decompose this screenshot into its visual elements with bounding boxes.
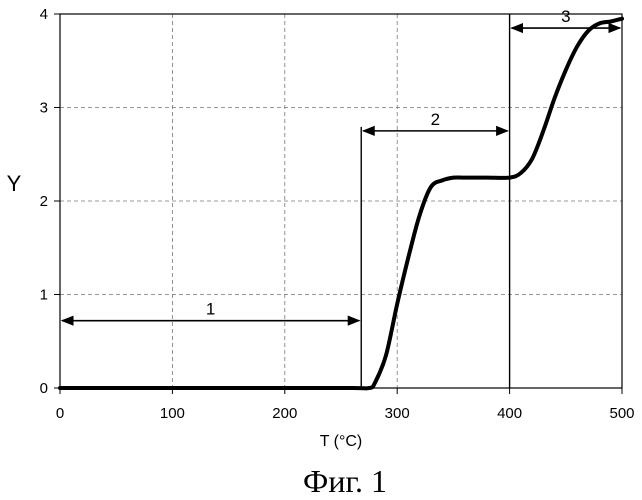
x-axis-label: T (°C) (320, 433, 363, 450)
series-line (60, 19, 622, 389)
annotation-label-1: 1 (206, 300, 215, 319)
annotation-label-2: 2 (431, 110, 440, 129)
annotations: 1 2 3 (62, 7, 620, 321)
x-tick-label-5: 500 (609, 405, 634, 422)
x-tick-label-2: 200 (272, 405, 297, 422)
x-tick-label-4: 400 (497, 405, 522, 422)
x-tick-label-3: 300 (385, 405, 410, 422)
y-axis-label: Y (7, 171, 22, 196)
y-tick-label-1: 1 (40, 287, 48, 304)
figure-caption: Фиг. 1 (303, 463, 387, 499)
y-tick-label-0: 0 (40, 380, 48, 397)
y-tick-label-3: 3 (40, 100, 48, 117)
grid (60, 14, 622, 388)
x-tick-label-1: 100 (160, 405, 185, 422)
y-axis-ticks: 0 1 2 3 4 (40, 6, 60, 397)
x-axis-ticks: 0 100 200 300 400 500 (56, 388, 635, 422)
x-tick-label-0: 0 (56, 405, 64, 422)
y-tick-label-4: 4 (40, 6, 48, 23)
annotation-label-3: 3 (561, 7, 570, 26)
y-tick-label-2: 2 (40, 193, 48, 210)
